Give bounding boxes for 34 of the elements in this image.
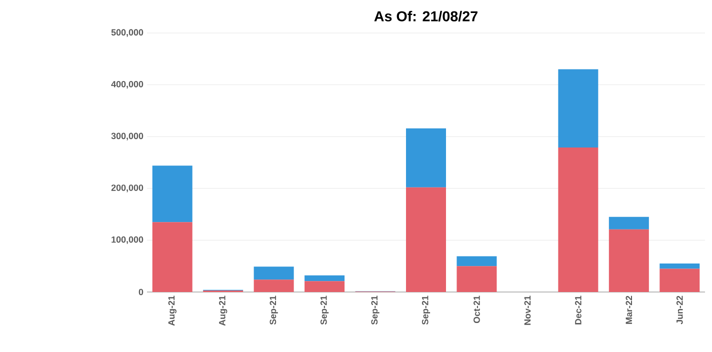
y-tick-label: 200,000 — [111, 184, 144, 192]
bar — [406, 187, 446, 292]
bar — [660, 268, 700, 292]
bar — [558, 69, 598, 148]
bar — [608, 216, 649, 230]
bar — [406, 128, 446, 188]
y-tick-label: 100,000 — [112, 236, 144, 244]
y-tick-label: 0 — [138, 288, 144, 296]
x-tick-label: Jun-22 — [676, 296, 683, 324]
bar — [254, 266, 294, 280]
x-tick-label: Oct-21 — [474, 296, 480, 324]
bar — [660, 264, 700, 269]
bar — [254, 280, 294, 292]
x-tick-label: Mar-22 — [626, 296, 632, 324]
x-tick-label: Sep-21 — [320, 296, 329, 325]
y-tick-label: 300,000 — [111, 132, 144, 140]
bar — [456, 256, 497, 266]
bar — [456, 266, 497, 292]
x-tick-label: Aug-21 — [168, 296, 176, 326]
bar — [152, 166, 192, 222]
x-tick-label: Dec-21 — [575, 296, 582, 324]
bar — [152, 222, 192, 292]
bar — [608, 229, 649, 292]
chart-title: As Of: 21/08/27 — [374, 10, 478, 22]
x-tick-label: Sep-21 — [270, 296, 278, 325]
x-tick-label: Aug-21 — [219, 296, 228, 326]
x-tick-label: Sep-21 — [422, 296, 430, 325]
bar — [304, 275, 345, 282]
bar — [558, 147, 598, 292]
x-tick-label: Nov-21 — [524, 296, 531, 325]
x-tick-label: Sep-21 — [371, 296, 380, 325]
y-tick-label: 500,000 — [111, 29, 144, 37]
bar — [304, 281, 345, 292]
y-tick-label: 400,000 — [111, 80, 144, 89]
